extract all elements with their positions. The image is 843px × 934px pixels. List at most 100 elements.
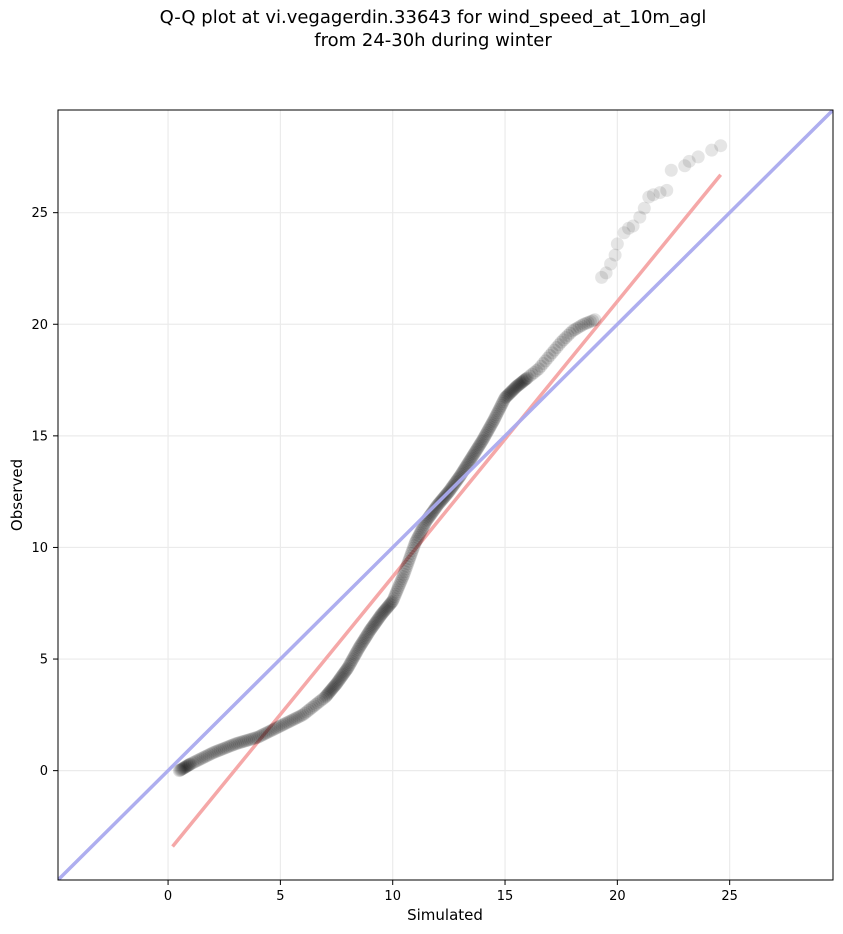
fit-line: [171, 173, 723, 848]
data-point: [292, 710, 306, 724]
data-point: [249, 731, 263, 745]
data-point: [395, 572, 409, 586]
data-point: [238, 734, 252, 748]
data-point: [182, 758, 196, 772]
data-point: [550, 340, 564, 354]
data-point: [577, 317, 591, 331]
data-point: [538, 354, 552, 368]
data-point: [260, 726, 274, 740]
data-point: [512, 378, 526, 392]
data-point: [572, 320, 586, 334]
data-point: [386, 594, 400, 608]
data-point: [480, 425, 494, 439]
data-point: [212, 744, 226, 758]
data-point: [508, 381, 522, 395]
data-point: [498, 391, 512, 405]
y-tick-label: 20: [31, 318, 48, 333]
data-point: [324, 683, 338, 697]
data-point: [303, 702, 317, 716]
data-point: [175, 762, 189, 776]
data-point: [288, 712, 302, 726]
data-point: [262, 725, 276, 739]
data-point: [349, 646, 363, 660]
y-tick-label: 5: [40, 653, 48, 668]
data-point: [534, 359, 548, 373]
data-point: [428, 502, 442, 516]
data-point: [355, 636, 369, 650]
data-point: [604, 257, 618, 271]
data-point: [327, 680, 341, 694]
data-point: [394, 574, 408, 588]
data-point: [682, 154, 696, 168]
data-point: [556, 333, 570, 347]
data-point: [385, 595, 399, 609]
data-point: [417, 519, 431, 533]
data-point: [266, 723, 280, 737]
data-point: [227, 738, 241, 752]
data-point: [359, 630, 373, 644]
data-point: [513, 377, 527, 391]
data-point: [183, 758, 197, 771]
data-point: [197, 750, 211, 764]
data-point: [482, 422, 496, 436]
data-point: [257, 727, 271, 741]
data-point: [626, 219, 640, 233]
data-point: [173, 763, 187, 777]
data-point: [637, 201, 651, 215]
data-point: [213, 743, 227, 757]
data-point: [475, 435, 489, 449]
data-point: [599, 266, 613, 280]
data-point: [653, 186, 667, 200]
data-point: [364, 622, 378, 636]
data-point: [633, 210, 647, 224]
data-point: [529, 364, 543, 378]
data-point: [389, 587, 403, 601]
data-point: [185, 756, 199, 770]
data-point: [380, 601, 394, 615]
data-point: [277, 717, 291, 731]
data-point: [588, 313, 602, 327]
data-point: [408, 536, 422, 550]
data-point: [180, 759, 194, 773]
data-point: [471, 441, 485, 455]
data-point: [204, 747, 218, 761]
data-point: [208, 745, 222, 759]
data-point: [339, 664, 353, 678]
data-point: [230, 736, 244, 750]
data-point: [470, 442, 484, 456]
data-point: [509, 380, 523, 394]
data-point: [484, 418, 498, 432]
data-point: [520, 372, 534, 386]
data-point: [390, 583, 404, 597]
data-point: [366, 619, 380, 633]
data-point: [179, 760, 193, 774]
data-point: [479, 427, 493, 441]
data-point: [610, 237, 624, 251]
data-point: [374, 607, 388, 621]
data-point: [305, 700, 319, 714]
data-point: [499, 390, 513, 404]
data-point: [240, 734, 254, 748]
data-point: [329, 678, 343, 692]
data-point: [341, 661, 355, 675]
data-point: [219, 741, 233, 755]
data-point: [347, 649, 361, 663]
x-tick-label: 10: [384, 889, 401, 904]
x-tick-label: 20: [609, 889, 626, 904]
data-point: [191, 753, 205, 767]
data-point: [330, 675, 344, 689]
data-point: [485, 417, 499, 431]
data-point: [358, 632, 372, 646]
data-point: [354, 638, 368, 652]
data-point: [595, 270, 609, 284]
data-point: [510, 379, 524, 393]
data-point: [342, 659, 356, 673]
data-point: [365, 620, 379, 634]
data-point: [368, 617, 382, 631]
data-point: [506, 383, 520, 397]
data-point: [494, 398, 508, 412]
data-point: [515, 375, 529, 389]
data-point: [236, 735, 250, 749]
data-point: [691, 150, 705, 164]
data-point: [334, 670, 348, 684]
